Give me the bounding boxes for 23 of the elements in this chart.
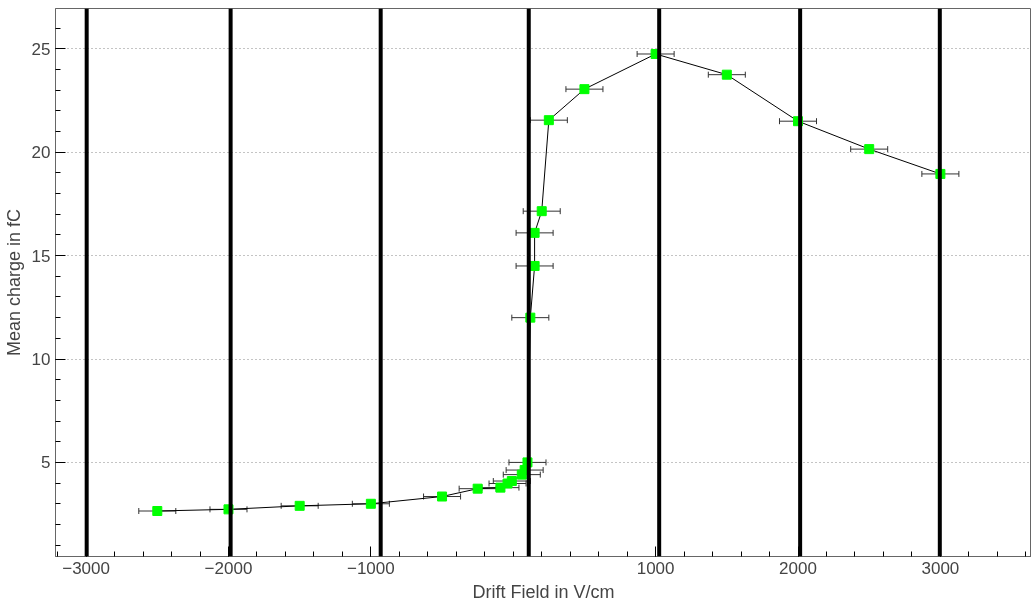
point — [579, 84, 590, 95]
x-axis-title: Drift Field in V/cm — [472, 581, 615, 602]
x-tick-label: −3000 — [62, 558, 110, 578]
point — [536, 206, 547, 217]
point — [543, 115, 554, 126]
point — [294, 500, 305, 511]
point — [506, 476, 517, 487]
y-tick-label: 5 — [41, 453, 51, 473]
x-tick-label: 3000 — [921, 558, 960, 578]
point — [365, 498, 376, 509]
y-axis-title: Mean charge in fC — [3, 208, 24, 357]
x-tick-label: −1000 — [346, 558, 395, 578]
point — [152, 506, 163, 517]
y-tick-label: 15 — [31, 246, 51, 266]
x-tick-label: 2000 — [779, 558, 817, 578]
x-tick-label: −2000 — [204, 558, 253, 578]
y-tick-label: 20 — [31, 143, 51, 163]
point — [437, 491, 448, 502]
x-tick-label: 1000 — [636, 558, 675, 578]
point — [721, 69, 732, 80]
y-tick-label: 10 — [31, 350, 51, 370]
y-tick-label: 25 — [31, 39, 51, 59]
point — [864, 144, 875, 155]
